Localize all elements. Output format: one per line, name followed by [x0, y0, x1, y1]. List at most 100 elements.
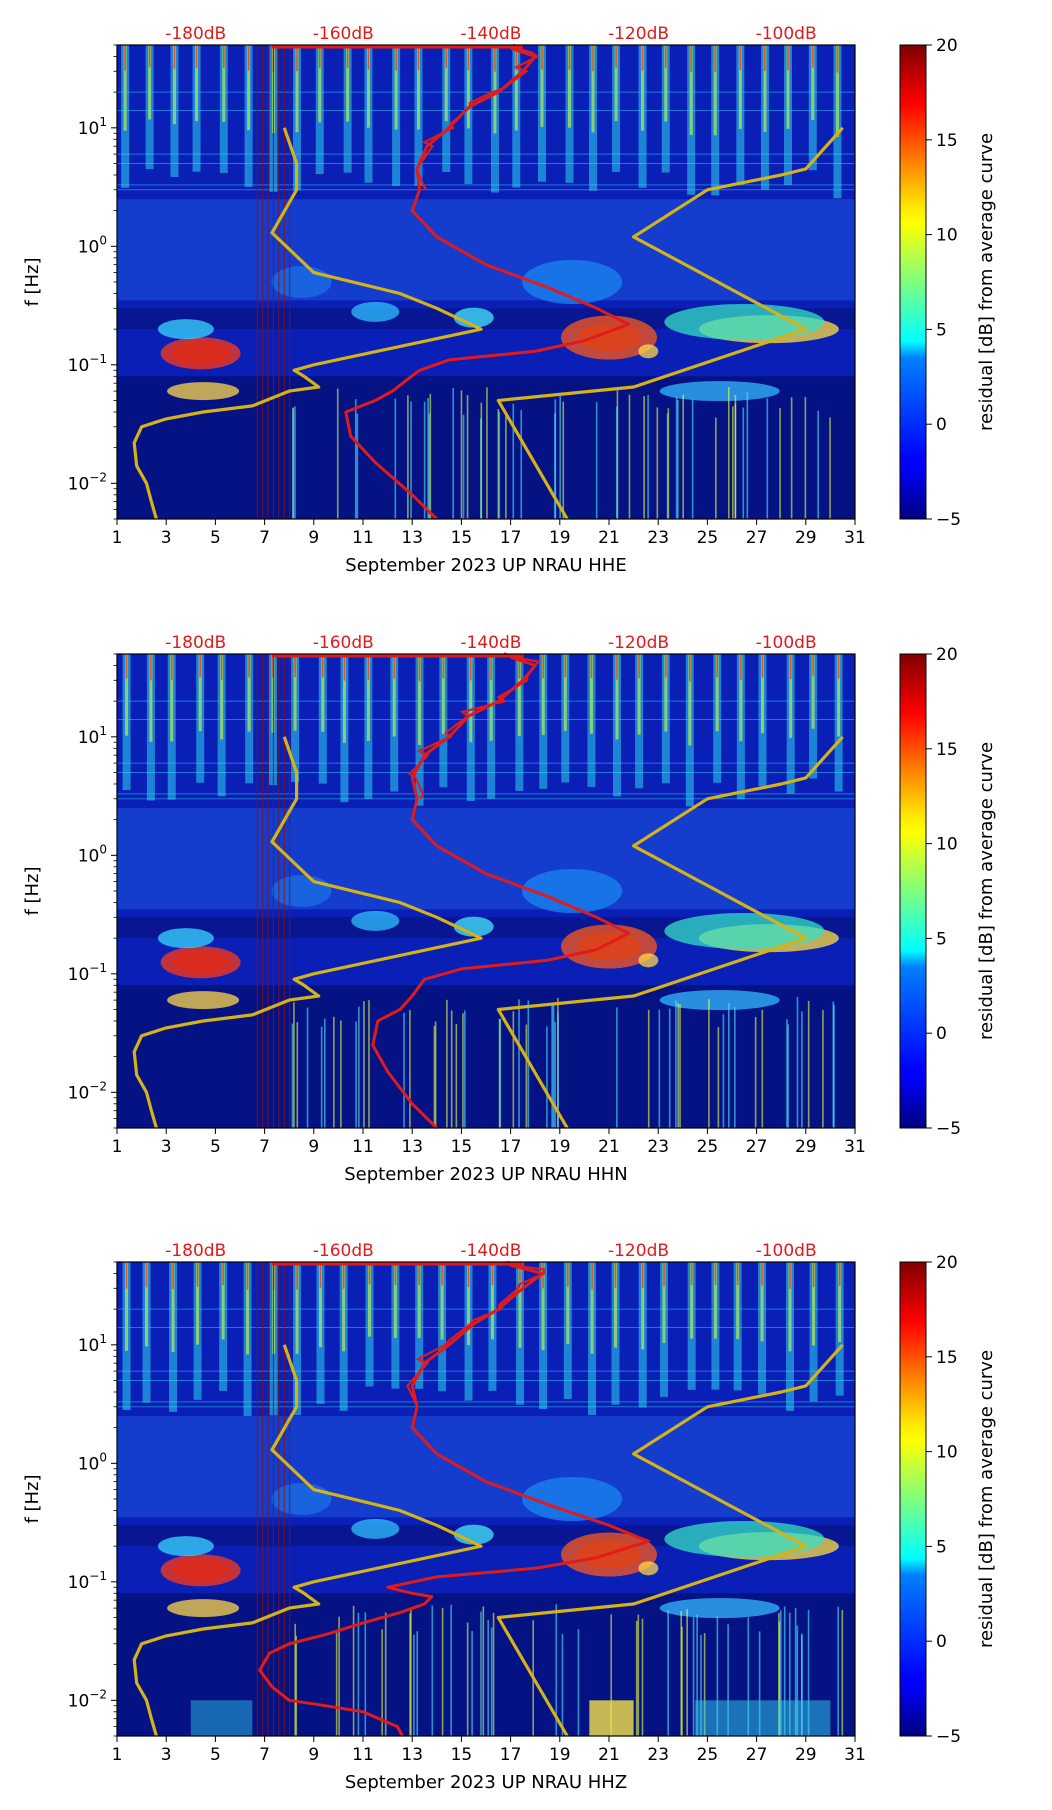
- x-tick-label: 5: [210, 1137, 221, 1157]
- spectrogram-spike: [471, 1630, 473, 1736]
- spectrogram-blob: [157, 319, 214, 340]
- spectrogram-streak: [467, 1262, 471, 1346]
- spectrogram-spike: [512, 403, 515, 519]
- spectrogram-blob: [522, 1477, 623, 1521]
- spectrogram-streak: [638, 654, 640, 679]
- x-tick-label: 1: [112, 1745, 123, 1765]
- spectrogram-spike: [668, 1008, 671, 1128]
- spectrogram-streak: [540, 45, 544, 128]
- spectrogram-spike: [727, 387, 730, 519]
- spectrogram-spike: [482, 1606, 485, 1736]
- spectrogram-spike: [410, 401, 412, 519]
- spectrogram-spike: [364, 1612, 367, 1736]
- spectrogram-streak: [838, 1262, 842, 1343]
- spectrogram-spike: [788, 1612, 791, 1736]
- spectrogram-spike: [492, 1612, 495, 1736]
- spectrogram-blob: [351, 1518, 400, 1539]
- spectrogram-streak: [739, 45, 742, 71]
- spectrogram-streak: [293, 654, 297, 731]
- spectrogram-streak: [740, 654, 742, 681]
- spectrogram-spike: [692, 1616, 695, 1736]
- spectrogram-blob: [522, 869, 623, 913]
- spectrogram-band: [117, 199, 855, 301]
- spectrogram-spike: [554, 1021, 556, 1128]
- x-tick-label: 3: [161, 528, 172, 548]
- spectrogram-streak: [736, 1262, 740, 1340]
- x-tick-label: 29: [795, 1745, 817, 1765]
- colorbar-tick-label: 0: [936, 415, 947, 435]
- spectrogram-streak: [811, 45, 815, 121]
- spectrogram-spike: [520, 410, 523, 519]
- x-tick-label: 5: [210, 1745, 221, 1765]
- colorbar: [899, 653, 927, 1129]
- spectrogram-streak: [690, 45, 692, 72]
- x-tick-label: 25: [697, 528, 719, 548]
- spectrogram-streak: [148, 45, 152, 120]
- spectrogram-blob: [695, 1700, 831, 1736]
- colorbar-label: residual [dB] from average curve: [976, 1350, 997, 1648]
- spectrogram-streak: [367, 45, 370, 70]
- spectrogram-spike: [338, 1616, 340, 1736]
- spectrogram-spike: [358, 1006, 360, 1128]
- spectrogram-spike: [691, 399, 694, 519]
- spectrogram-spike: [464, 1010, 466, 1128]
- spectrogram-spike: [462, 1013, 464, 1128]
- spectrogram-streak: [489, 654, 493, 741]
- spectrogram-streak: [811, 654, 815, 729]
- spectrogram-spike: [794, 1607, 797, 1736]
- spectrogram-streak: [690, 1262, 693, 1286]
- spectrogram-spike: [786, 1019, 788, 1128]
- spectrogram-spike: [416, 1631, 419, 1736]
- spectrogram-streak: [247, 45, 250, 71]
- noise-model-curve: [496, 126, 844, 520]
- spectrogram-spike: [616, 406, 618, 519]
- spectrogram-streak: [469, 654, 473, 743]
- spectrogram-spike: [780, 1610, 782, 1736]
- spectrogram-streak: [690, 1262, 694, 1339]
- spectrogram-spike: [742, 407, 745, 519]
- spectrogram-spike: [734, 1006, 736, 1128]
- spectrogram-streak: [568, 45, 571, 70]
- spectrogram-spike: [354, 399, 357, 519]
- spectrogram-streak: [125, 1262, 129, 1351]
- spectrogram-blob: [561, 924, 657, 969]
- spectrogram-spike: [293, 1002, 295, 1128]
- spectrogram-streak: [664, 45, 668, 122]
- spectrogram-blob: [351, 301, 400, 322]
- spectrogram-spike: [295, 1635, 298, 1736]
- spectrogram-spike: [677, 1003, 679, 1128]
- x-tick-label: 23: [647, 1745, 669, 1765]
- spectrogram-spike: [384, 1612, 387, 1736]
- spectrogram-streak: [760, 1262, 764, 1342]
- spectrogram-spike: [703, 1633, 706, 1736]
- x-tick-label: 1: [112, 1137, 123, 1157]
- spectrogram-streak: [689, 45, 693, 135]
- spectrogram-spike: [817, 410, 819, 519]
- spectrogram-spike: [822, 1009, 824, 1128]
- colorbar-tick-label: 10: [936, 1443, 958, 1463]
- spectrogram-streak: [713, 1262, 717, 1339]
- spectrogram-spike: [394, 398, 397, 519]
- spectrogram-streak: [393, 654, 396, 679]
- db-scale-label: -120dB: [608, 24, 669, 44]
- spectrogram-streak: [591, 1262, 593, 1290]
- x-tick-label: 11: [352, 1745, 374, 1765]
- spectrogram-spike: [291, 1023, 294, 1128]
- x-tick-label: 27: [746, 528, 768, 548]
- spectrogram-streak: [739, 654, 743, 742]
- spectrogram-blob: [167, 1599, 240, 1618]
- x-tick-label: 15: [451, 528, 473, 548]
- spectrogram-spike: [525, 1024, 528, 1128]
- spectrogram-spike: [555, 1604, 558, 1736]
- spectrogram-streak: [367, 654, 370, 681]
- x-tick-label: 13: [401, 1745, 423, 1765]
- spectrogram-streak: [442, 654, 445, 678]
- spectrogram-streak: [247, 45, 251, 131]
- spectrogram-spike: [557, 1012, 559, 1128]
- spectrogram-streak: [738, 45, 742, 129]
- spectrogram-spike: [336, 388, 339, 519]
- spectrogram-spike: [428, 413, 431, 519]
- spectrogram-spike: [727, 1003, 730, 1128]
- spectrogram-spike: [466, 1622, 469, 1736]
- spectrogram-spike: [323, 1018, 326, 1128]
